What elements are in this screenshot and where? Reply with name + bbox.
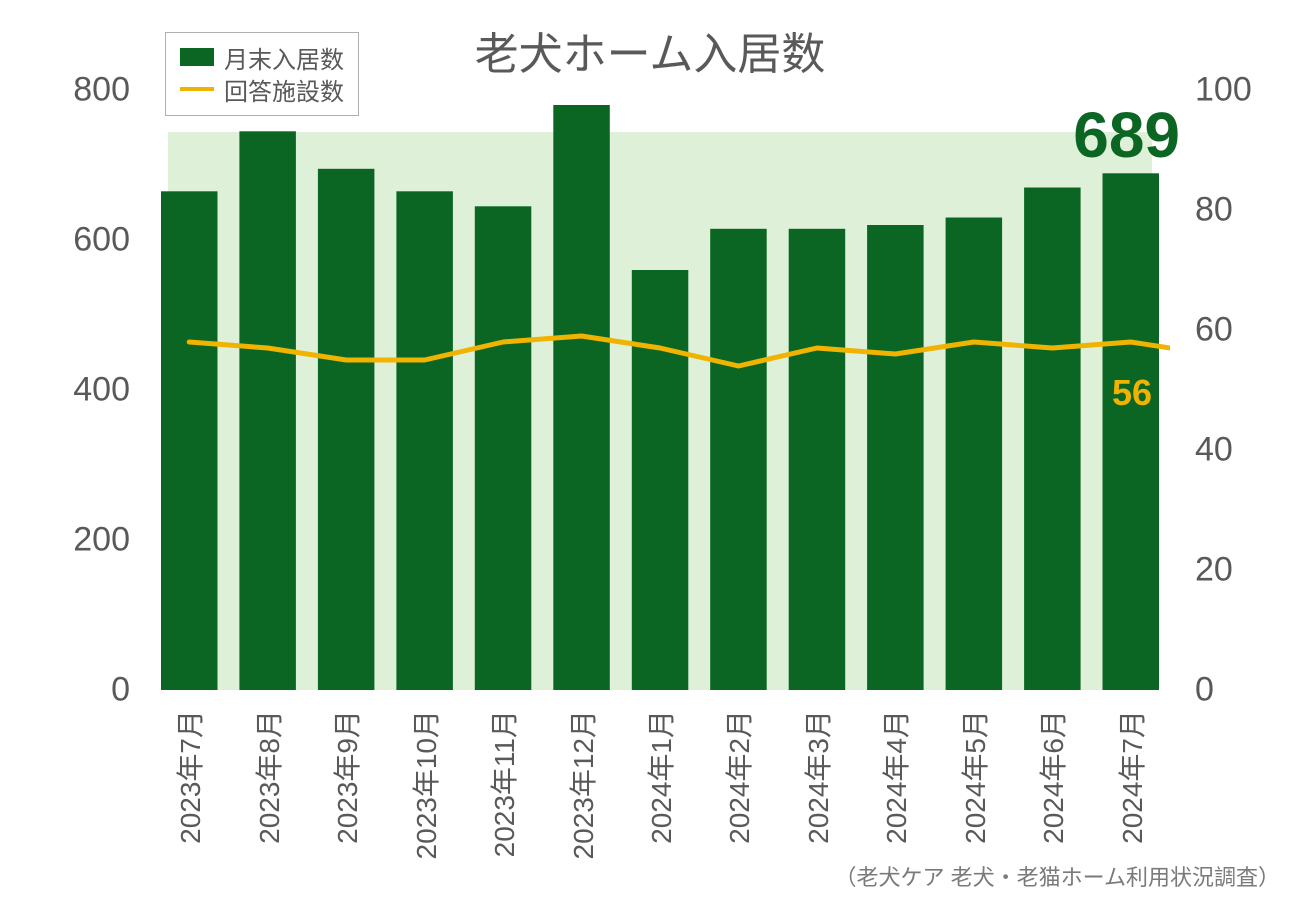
plot-svg — [150, 90, 1170, 690]
y-left-tick: 600 — [0, 221, 140, 260]
bar — [318, 169, 375, 690]
x-tick-label: 2023年11月 — [483, 710, 523, 857]
legend-swatch-bar-icon — [180, 48, 214, 66]
y-right-tick: 60 — [1195, 311, 1300, 350]
bar — [710, 229, 767, 690]
x-tick-label: 2023年7月 — [169, 710, 209, 844]
bar — [161, 191, 218, 690]
bar — [1024, 188, 1081, 691]
bar — [1103, 173, 1160, 690]
legend-swatch-line-icon — [180, 87, 214, 91]
bar — [946, 218, 1003, 691]
y-axis-right: 020406080100 — [1185, 90, 1300, 690]
x-tick-label: 2024年1月 — [640, 710, 680, 844]
x-tick-label: 2024年6月 — [1032, 710, 1072, 844]
y-right-tick: 80 — [1195, 191, 1300, 230]
bar-end-value-label: 689 — [1073, 98, 1180, 172]
bar — [632, 270, 689, 690]
y-left-tick: 200 — [0, 521, 140, 560]
y-left-tick: 0 — [0, 671, 140, 710]
x-tick-label: 2024年5月 — [954, 710, 994, 844]
y-right-tick: 0 — [1195, 671, 1300, 710]
source-note: （老犬ケア 老犬・老猫ホーム利用状況調査） — [835, 860, 1280, 892]
bar — [553, 105, 610, 690]
y-left-tick: 800 — [0, 71, 140, 110]
bar — [867, 225, 924, 690]
legend-item-line: 回答施設数 — [180, 73, 344, 105]
y-right-tick: 100 — [1195, 71, 1300, 110]
chart-container: 老犬ホーム入居数 月末入居数 回答施設数 0200400600800 02040… — [0, 0, 1300, 900]
x-axis-labels: 2023年7月 2023年8月 2023年9月 2023年10月 2023年11月 202… — [150, 700, 1170, 870]
x-tick-label: 2024年3月 — [797, 710, 837, 844]
legend: 月末入居数 回答施設数 — [165, 32, 359, 116]
x-tick-label: 2023年8月 — [248, 710, 288, 844]
bar — [239, 131, 296, 690]
legend-item-bars: 月末入居数 — [180, 41, 344, 73]
y-left-tick: 400 — [0, 371, 140, 410]
legend-label: 月末入居数 — [224, 40, 344, 75]
y-axis-left: 0200400600800 — [0, 90, 140, 690]
bar — [789, 229, 846, 690]
y-right-tick: 20 — [1195, 551, 1300, 590]
x-tick-label: 2024年7月 — [1111, 710, 1151, 844]
y-right-tick: 40 — [1195, 431, 1300, 470]
bar — [396, 191, 453, 690]
x-tick-label: 2024年2月 — [718, 710, 758, 844]
x-tick-label: 2023年9月 — [326, 710, 366, 844]
x-tick-label: 2023年12月 — [562, 710, 602, 859]
plot-area — [150, 90, 1170, 690]
legend-label: 回答施設数 — [224, 72, 344, 107]
x-tick-label: 2024年4月 — [875, 710, 915, 844]
line-end-value-label: 56 — [1112, 372, 1152, 414]
x-tick-label: 2023年10月 — [405, 710, 445, 859]
bar — [475, 206, 532, 690]
